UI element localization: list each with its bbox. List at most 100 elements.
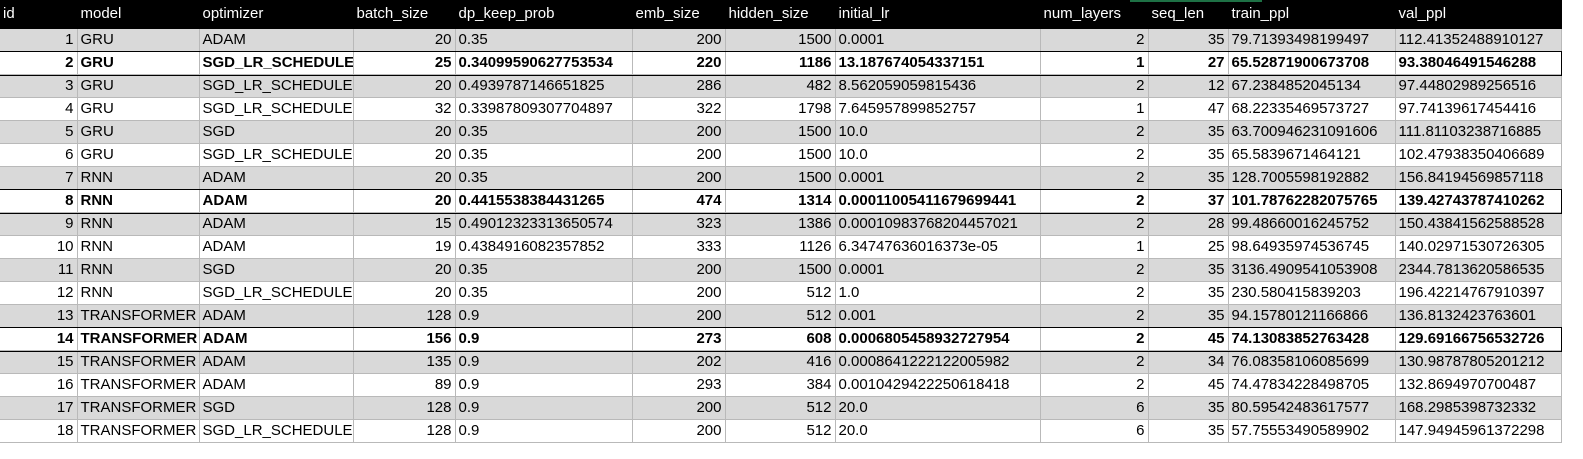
cell-val-ppl[interactable]: 93.38046491546288 (1395, 51, 1562, 75)
cell-emb-size[interactable]: 333 (632, 235, 726, 259)
cell-val-ppl[interactable]: 139.42743787410262 (1395, 189, 1562, 213)
cell-optimizer[interactable]: ADAM (199, 212, 354, 236)
cell-dp-keep-prob[interactable]: 0.35 (455, 143, 633, 167)
cell-dp-keep-prob[interactable]: 0.35 (455, 28, 633, 52)
cell-model[interactable]: TRANSFORMER (77, 350, 200, 374)
cell-optimizer[interactable]: SGD (199, 258, 354, 282)
cell-seq-len[interactable]: 35 (1148, 396, 1229, 420)
cell-hidden-size[interactable]: 1500 (725, 258, 836, 282)
cell-optimizer[interactable]: SGD_LR_SCHEDULE (199, 143, 354, 167)
cell-val-ppl[interactable]: 112.41352488910127 (1395, 28, 1562, 52)
cell-seq-len[interactable]: 34 (1148, 350, 1229, 374)
cell-num-layers[interactable]: 2 (1040, 212, 1149, 236)
cell-num-layers[interactable]: 1 (1040, 51, 1149, 75)
table-row[interactable]: 18 TRANSFORMER SGD_LR_SCHEDULE 128 0.9 200 512… (0, 419, 1562, 443)
cell-seq-len[interactable]: 45 (1148, 327, 1229, 351)
cell-seq-len[interactable]: 35 (1148, 166, 1229, 190)
cell-id[interactable]: 10 (0, 235, 78, 259)
cell-emb-size[interactable]: 220 (632, 51, 726, 75)
cell-train-ppl[interactable]: 99.48660016245752 (1228, 212, 1396, 236)
cell-hidden-size[interactable]: 1386 (725, 212, 836, 236)
cell-num-layers[interactable]: 2 (1040, 166, 1149, 190)
cell-seq-len[interactable]: 25 (1148, 235, 1229, 259)
cell-batch-size[interactable]: 19 (353, 235, 456, 259)
table-row[interactable]: 11 RNN SGD 20 0.35 200 1500 0.0001 2 35 3136.49095… (0, 258, 1562, 282)
cell-initial-lr[interactable]: 7.645957899852757 (835, 97, 1041, 121)
cell-dp-keep-prob[interactable]: 0.34099590627753534 (455, 51, 633, 75)
cell-initial-lr[interactable]: 13.187674054337151 (835, 51, 1041, 75)
table-row[interactable]: 12 RNN SGD_LR_SCHEDULE 20 0.35 200 512 1.0 2 35 23… (0, 281, 1562, 305)
cell-model[interactable]: TRANSFORMER (77, 419, 200, 443)
column-header-dp-keep-prob[interactable]: dp_keep_prob (455, 0, 633, 29)
table-row[interactable]: 16 TRANSFORMER ADAM 89 0.9 293 384 0.0010429422… (0, 373, 1562, 397)
cell-seq-len[interactable]: 35 (1148, 120, 1229, 144)
cell-dp-keep-prob[interactable]: 0.4384916082357852 (455, 235, 633, 259)
cell-optimizer[interactable]: SGD_LR_SCHEDULE (199, 419, 354, 443)
cell-batch-size[interactable]: 20 (353, 28, 456, 52)
cell-initial-lr[interactable]: 20.0 (835, 419, 1041, 443)
cell-emb-size[interactable]: 293 (632, 373, 726, 397)
cell-batch-size[interactable]: 20 (353, 143, 456, 167)
cell-batch-size[interactable]: 20 (353, 258, 456, 282)
table-row[interactable]: 4 GRU SGD_LR_SCHEDULE 32 0.33987809307704897… (0, 97, 1562, 121)
cell-train-ppl[interactable]: 128.7005598192882 (1228, 166, 1396, 190)
table-row[interactable]: 15 TRANSFORMER ADAM 135 0.9 202 416 0.000864122… (0, 350, 1562, 374)
cell-num-layers[interactable]: 2 (1040, 327, 1149, 351)
cell-val-ppl[interactable]: 97.44802989256516 (1395, 74, 1562, 98)
cell-hidden-size[interactable]: 1126 (725, 235, 836, 259)
cell-hidden-size[interactable]: 1314 (725, 189, 836, 213)
column-header-num-layers[interactable]: num_layers (1040, 0, 1149, 29)
table-row[interactable]: 1 GRU ADAM 20 0.35 200 1500 0.0001 2 35 79.7139349… (0, 28, 1562, 52)
cell-dp-keep-prob[interactable]: 0.35 (455, 281, 633, 305)
cell-emb-size[interactable]: 200 (632, 258, 726, 282)
cell-optimizer[interactable]: ADAM (199, 166, 354, 190)
cell-train-ppl[interactable]: 98.64935974536745 (1228, 235, 1396, 259)
cell-optimizer[interactable]: ADAM (199, 304, 354, 328)
table-row[interactable]: 5 GRU SGD 20 0.35 200 1500 10.0 2 35 63.7009462310… (0, 120, 1562, 144)
cell-id[interactable]: 4 (0, 97, 78, 121)
cell-train-ppl[interactable]: 80.59542483617577 (1228, 396, 1396, 420)
cell-hidden-size[interactable]: 416 (725, 350, 836, 374)
cell-optimizer[interactable]: ADAM (199, 327, 354, 351)
cell-hidden-size[interactable]: 512 (725, 419, 836, 443)
cell-model[interactable]: GRU (77, 143, 200, 167)
cell-seq-len[interactable]: 28 (1148, 212, 1229, 236)
cell-batch-size[interactable]: 20 (353, 74, 456, 98)
cell-model[interactable]: RNN (77, 235, 200, 259)
cell-num-layers[interactable]: 2 (1040, 373, 1149, 397)
table-row[interactable]: 7 RNN ADAM 20 0.35 200 1500 0.0001 2 35 128.700559… (0, 166, 1562, 190)
cell-seq-len[interactable]: 35 (1148, 258, 1229, 282)
cell-batch-size[interactable]: 128 (353, 396, 456, 420)
column-header-train-ppl[interactable]: train_ppl (1228, 0, 1396, 29)
cell-batch-size[interactable]: 128 (353, 304, 456, 328)
cell-val-ppl[interactable]: 147.94945961372298 (1395, 419, 1562, 443)
cell-optimizer[interactable]: SGD_LR_SCHEDULE (199, 281, 354, 305)
cell-seq-len[interactable]: 35 (1148, 419, 1229, 443)
cell-model[interactable]: RNN (77, 189, 200, 213)
cell-optimizer[interactable]: ADAM (199, 235, 354, 259)
cell-id[interactable]: 13 (0, 304, 78, 328)
cell-val-ppl[interactable]: 2344.7813620586535 (1395, 258, 1562, 282)
cell-num-layers[interactable]: 1 (1040, 235, 1149, 259)
cell-dp-keep-prob[interactable]: 0.9 (455, 373, 633, 397)
cell-initial-lr[interactable]: 0.0001 (835, 166, 1041, 190)
cell-seq-len[interactable]: 35 (1148, 28, 1229, 52)
cell-hidden-size[interactable]: 1500 (725, 166, 836, 190)
cell-batch-size[interactable]: 25 (353, 51, 456, 75)
column-header-emb-size[interactable]: emb_size (632, 0, 726, 29)
column-header-val-ppl[interactable]: val_ppl (1395, 0, 1562, 29)
cell-train-ppl[interactable]: 76.08358106085699 (1228, 350, 1396, 374)
cell-val-ppl[interactable]: 97.74139617454416 (1395, 97, 1562, 121)
cell-id[interactable]: 8 (0, 189, 78, 213)
cell-train-ppl[interactable]: 101.78762282075765 (1228, 189, 1396, 213)
cell-id[interactable]: 9 (0, 212, 78, 236)
cell-batch-size[interactable]: 20 (353, 281, 456, 305)
cell-hidden-size[interactable]: 608 (725, 327, 836, 351)
cell-seq-len[interactable]: 45 (1148, 373, 1229, 397)
cell-train-ppl[interactable]: 67.2384852045134 (1228, 74, 1396, 98)
cell-initial-lr[interactable]: 0.0006805458932727954 (835, 327, 1041, 351)
cell-id[interactable]: 16 (0, 373, 78, 397)
cell-id[interactable]: 5 (0, 120, 78, 144)
cell-model[interactable]: GRU (77, 74, 200, 98)
table-row[interactable]: 14 TRANSFORMER ADAM 156 0.9 273 608 0.000680545… (0, 326, 1562, 352)
